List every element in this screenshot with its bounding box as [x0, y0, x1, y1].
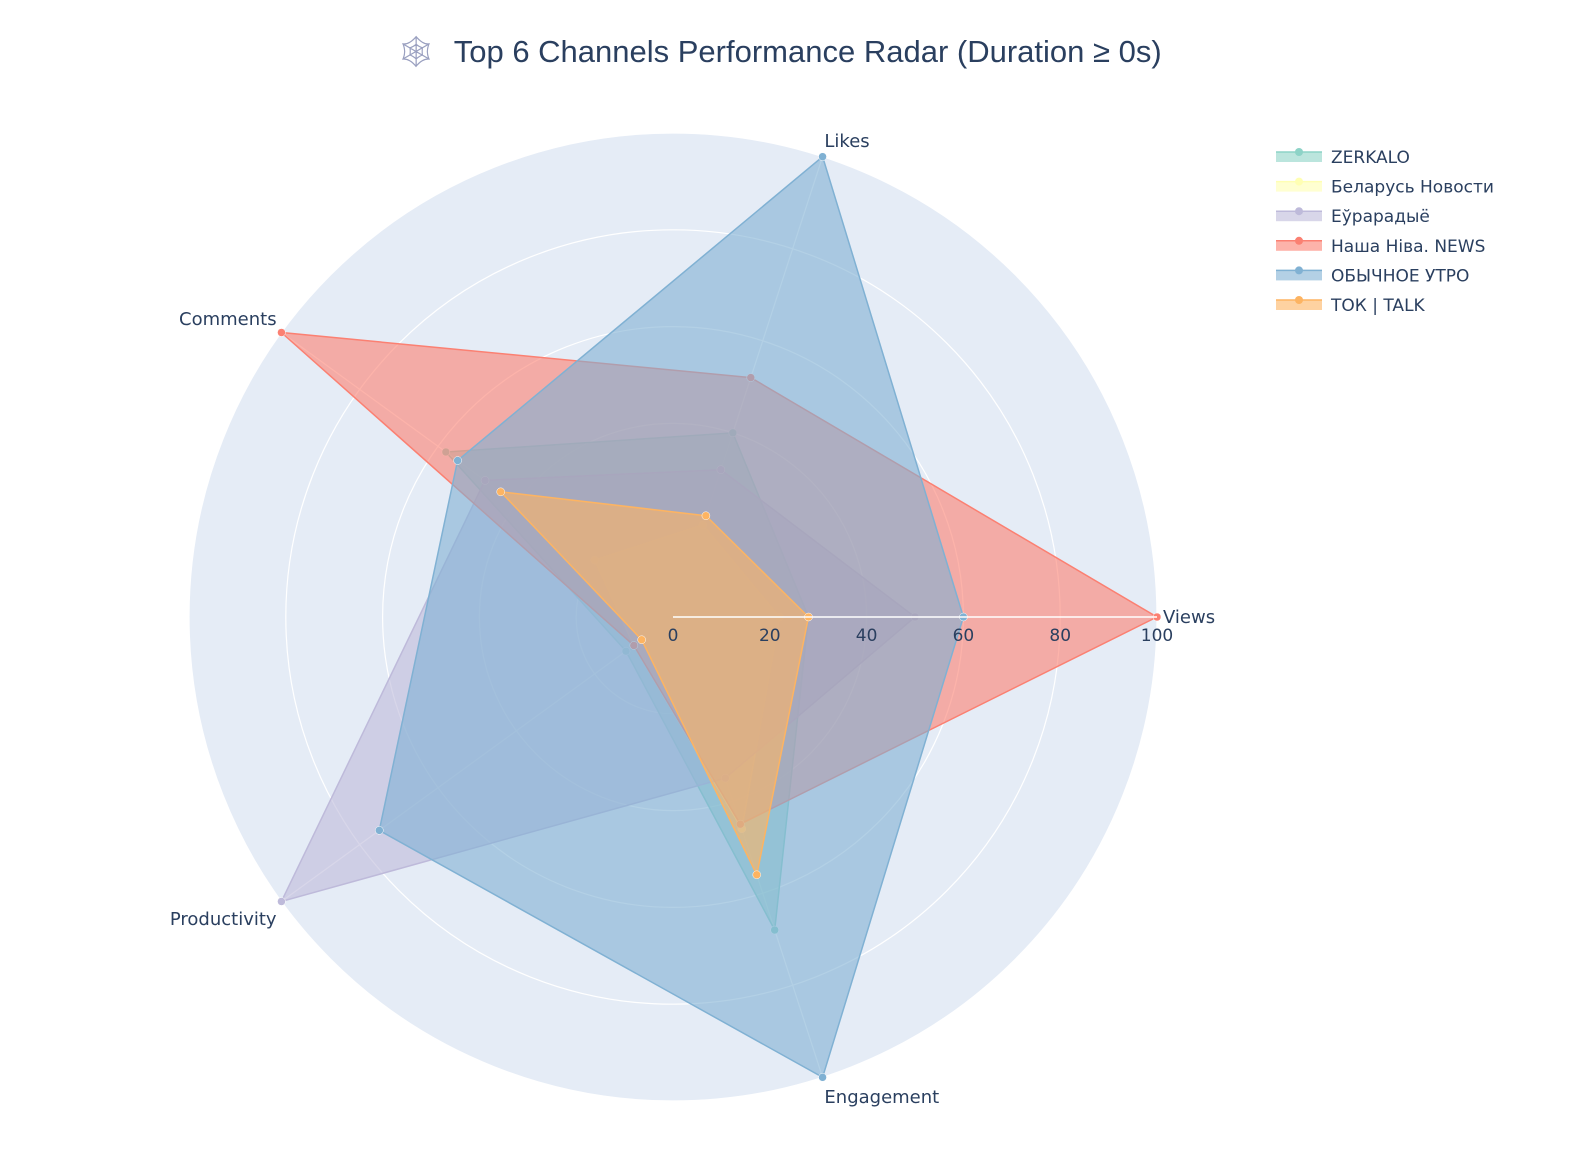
axis-label-views: Views [1163, 607, 1215, 628]
series-point[interactable] [818, 1073, 827, 1082]
chart-title: 🕸 Top 6 Channels Performance Radar (Dura… [396, 34, 1161, 69]
axis-label-engagement: Engagement [824, 1087, 939, 1108]
radial-ticks: 0 20 40 60 80 100 [668, 616, 1173, 646]
legend-swatch [1276, 181, 1322, 192]
series-point[interactable] [375, 826, 384, 835]
radial-tick-label: 40 [856, 626, 878, 646]
legend-item[interactable]: ОБЫЧНОЕ УТРО [1276, 266, 1469, 286]
legend-item[interactable]: Беларусь Новости [1276, 177, 1494, 198]
legend-marker [1295, 236, 1303, 245]
radial-tick-label: 20 [759, 626, 781, 646]
legend-marker [1295, 296, 1303, 304]
chart-title-text: Top 6 Channels Performance Radar (Durati… [454, 34, 1162, 69]
legend-swatch [1276, 211, 1322, 222]
legend-marker [1295, 207, 1303, 216]
legend-swatch [1276, 300, 1322, 310]
axis-label-productivity: Productivity [170, 909, 277, 930]
legend-item[interactable]: Наша Ніва. NEWS [1276, 236, 1485, 257]
series-point[interactable] [701, 511, 711, 520]
legend-item[interactable]: ТОК | TALK [1276, 296, 1426, 316]
legend-label: Еўрарадыё [1331, 207, 1430, 227]
radial-tick-label: 80 [1049, 626, 1071, 646]
series-point[interactable] [277, 897, 286, 906]
legend-marker [1295, 148, 1303, 156]
svg-text:🕸 Top 6 Channels Perfor: 🕸 Top 6 Channels Performance Radar (Dura… [396, 34, 1161, 69]
series-point[interactable] [277, 328, 286, 337]
radial-tick-label: 0 [668, 626, 679, 646]
series-point[interactable] [496, 487, 505, 497]
series-point[interactable] [453, 456, 462, 465]
angular-axis-labels: Views Likes Comments Productivity Engagement [170, 131, 1215, 1108]
legend-label: Беларусь Новости [1331, 178, 1494, 198]
legend-label: Наша Ніва. NEWS [1331, 237, 1485, 257]
spider-web-icon: 🕸 [396, 34, 435, 69]
legend-item[interactable]: ZERKALO [1276, 148, 1410, 168]
legend-label: ZERKALO [1331, 148, 1410, 168]
legend-label: ОБЫЧНОЕ УТРО [1331, 266, 1469, 286]
axis-label-likes: Likes [824, 131, 869, 152]
radial-tick-label: 100 [1141, 626, 1173, 646]
legend-swatch [1276, 240, 1322, 251]
series-5 [496, 487, 813, 880]
legend-marker [1295, 177, 1303, 186]
series-layer [277, 152, 1162, 1082]
series-point[interactable] [818, 152, 827, 161]
radial-tick-label: 60 [953, 626, 975, 646]
legend-item[interactable]: Еўрарадыё [1276, 207, 1430, 227]
axis-label-comments: Comments [179, 309, 277, 330]
legend: ZERKALO Беларусь Новости Еўрарадыё Наша Нів… [1276, 148, 1494, 316]
legend-swatch [1276, 152, 1322, 162]
series-point[interactable] [637, 635, 646, 645]
legend-label: ТОК | TALK [1330, 296, 1426, 316]
legend-marker [1295, 266, 1303, 275]
legend-swatch [1276, 270, 1322, 281]
series-point[interactable] [752, 870, 762, 880]
series-area [498, 490, 810, 878]
